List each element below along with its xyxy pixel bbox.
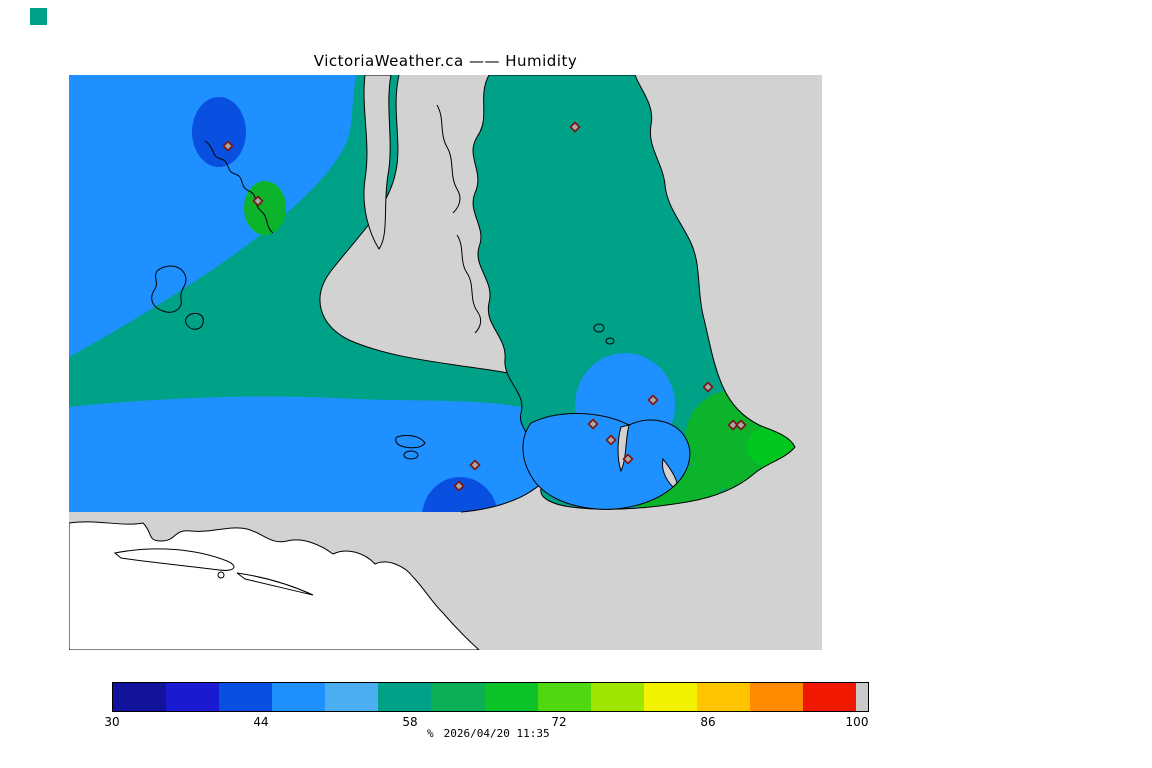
stations-group xyxy=(222,121,747,492)
colorbar-segment xyxy=(431,683,485,711)
colorbar-segment xyxy=(113,683,167,711)
colorbar-segment xyxy=(219,683,273,711)
station-marker[interactable] xyxy=(222,140,234,152)
station-marker[interactable] xyxy=(587,418,599,430)
colorbar-tick-label: 30 xyxy=(104,715,120,729)
timestamp: 2026/04/20 11:35 xyxy=(443,727,550,740)
colorbar-segment xyxy=(325,683,379,711)
peninsula-inlet xyxy=(662,457,678,488)
humidity-band-upper-blue xyxy=(69,75,357,357)
station-marker[interactable] xyxy=(727,419,739,431)
station-marker[interactable] xyxy=(605,434,617,446)
colorbar-segment xyxy=(166,683,220,711)
station-marker[interactable] xyxy=(453,480,465,492)
colorbar-segment xyxy=(484,683,538,711)
humidity-band-lower-blue xyxy=(69,396,567,512)
units-label: % xyxy=(427,727,434,740)
inlet xyxy=(363,75,392,250)
colorbar xyxy=(112,682,869,712)
station-marker[interactable] xyxy=(702,381,714,393)
colorbar-tick-label: 100 xyxy=(845,715,869,729)
colorbar-cap xyxy=(856,683,869,711)
small-island xyxy=(403,450,419,460)
page-title: VictoriaWeather.ca —— Humidity xyxy=(313,52,578,70)
dry-pocket-south xyxy=(422,477,498,512)
station-marker[interactable] xyxy=(569,121,581,133)
colorbar-segment xyxy=(803,683,857,711)
lake-outline xyxy=(217,571,225,579)
west-humidity-field xyxy=(69,75,567,512)
peninsula-inlet xyxy=(617,424,630,473)
colorbar-tick-label: 72 xyxy=(551,715,567,729)
colorbar-segment xyxy=(643,683,697,711)
footer: % 2026/04/20 11:35 xyxy=(427,727,550,740)
small-island xyxy=(395,434,426,449)
humidity-map[interactable] xyxy=(69,75,822,650)
coastline-squiggle-strait xyxy=(456,234,482,334)
colorbar-segment xyxy=(590,683,644,711)
island-outline xyxy=(151,265,187,313)
station-marker[interactable] xyxy=(735,419,747,431)
coastline-squiggle-northwest xyxy=(204,140,274,234)
station-marker[interactable] xyxy=(469,459,481,471)
colorbar-segment xyxy=(537,683,591,711)
colorbar-segments xyxy=(113,683,869,711)
lake-outline xyxy=(593,323,605,333)
station-marker[interactable] xyxy=(647,394,659,406)
colorbar-tick-label: 86 xyxy=(700,715,716,729)
colorbar-tick-label: 58 xyxy=(402,715,418,729)
colorbar-segment xyxy=(696,683,750,711)
humid-pocket-green xyxy=(244,181,286,235)
lake-outline xyxy=(605,337,615,345)
island-outline xyxy=(185,312,204,330)
colorbar-tick-labels: 30 44 58 72 86 100 xyxy=(0,715,1152,731)
station-marker[interactable] xyxy=(622,453,634,465)
corner-color-swatch xyxy=(30,8,47,25)
colorbar-segment xyxy=(378,683,432,711)
dry-pocket-northwest xyxy=(192,97,246,167)
colorbar-segment xyxy=(272,683,326,711)
station-marker[interactable] xyxy=(252,195,264,207)
spit-outline xyxy=(113,548,235,571)
spit-outline xyxy=(236,572,314,596)
colorbar-segment xyxy=(749,683,804,711)
humidity-map-canvas xyxy=(69,75,822,650)
colorbar-tick-label: 44 xyxy=(253,715,269,729)
coastline-squiggle-north xyxy=(436,104,461,214)
